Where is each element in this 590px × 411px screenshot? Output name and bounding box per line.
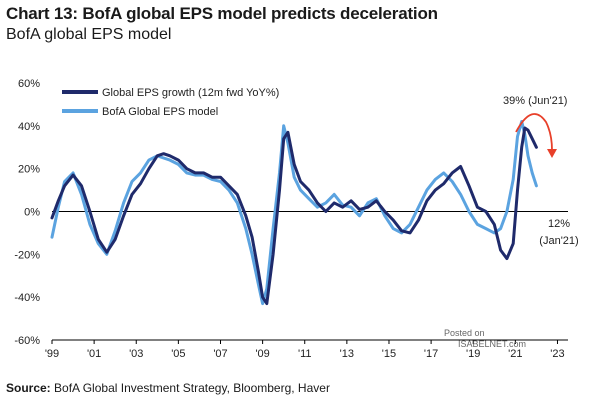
source-label: Source: xyxy=(6,381,51,395)
source-text: BofA Global Investment Strategy, Bloombe… xyxy=(54,381,330,395)
y-tick-label: -20% xyxy=(14,249,40,261)
annotations: 39% (Jun'21) 12% (Jan'21) xyxy=(503,95,579,247)
annotation-latest-value: 12% xyxy=(548,218,570,230)
series-line-eps-growth xyxy=(50,126,538,306)
chart-subtitle: BofA global EPS model xyxy=(6,26,172,43)
x-axis: '99 '01 '03 '05 '07 '09 '11 '13 '15 '17 '19 '21 '23 xyxy=(45,339,568,360)
x-tick-label: '17 xyxy=(424,348,438,360)
watermark: Posted on ISABELNET.com xyxy=(444,328,526,349)
legend-label-eps-model: BofA Global EPS model xyxy=(102,106,218,118)
watermark-line2: ISABELNET.com xyxy=(458,339,526,349)
watermark-line1: Posted on xyxy=(444,328,485,338)
x-tick-label: '11 xyxy=(298,348,312,360)
x-tick-label: '99 xyxy=(45,348,59,360)
x-tick-label: '13 xyxy=(340,348,354,360)
x-tick-label: '23 xyxy=(550,348,564,360)
x-tick-label: '19 xyxy=(466,348,480,360)
legend: Global EPS growth (12m fwd YoY%) BofA Glo… xyxy=(62,87,279,118)
source-note: Source: BofA Global Investment Strategy,… xyxy=(6,381,330,395)
series-line-eps-model xyxy=(50,120,538,306)
y-tick-label: -60% xyxy=(14,335,40,347)
deceleration-arrow xyxy=(515,113,553,151)
annotation-peak: 39% (Jun'21) xyxy=(503,95,567,107)
annotation-latest-date: (Jan'21) xyxy=(539,235,578,247)
series-lines xyxy=(50,120,538,306)
x-tick-label: '03 xyxy=(129,348,143,360)
x-tick-label: '07 xyxy=(213,348,227,360)
chart-title: Chart 13: BofA global EPS model predicts… xyxy=(6,4,438,23)
deceleration-arrowhead xyxy=(547,149,557,158)
x-tick-label: '01 xyxy=(87,348,101,360)
x-tick-label: '09 xyxy=(255,348,269,360)
y-tick-label: 0% xyxy=(24,207,40,219)
x-tick-label: '05 xyxy=(171,348,185,360)
legend-label-eps-growth: Global EPS growth (12m fwd YoY%) xyxy=(102,87,279,99)
y-tick-label: -40% xyxy=(14,292,40,304)
y-axis: 60% 40% 20% 0% -20% -40% -60% xyxy=(14,78,40,347)
x-tick-label: '21 xyxy=(508,348,522,360)
y-tick-label: 20% xyxy=(18,164,40,176)
x-tick-label: '15 xyxy=(382,348,396,360)
y-tick-label: 40% xyxy=(18,121,40,133)
y-tick-label: 60% xyxy=(18,78,40,90)
eps-line-chart: 60%40%20%0%-20%-40%-60% '99'01'03'05'07 '… xyxy=(14,78,579,360)
